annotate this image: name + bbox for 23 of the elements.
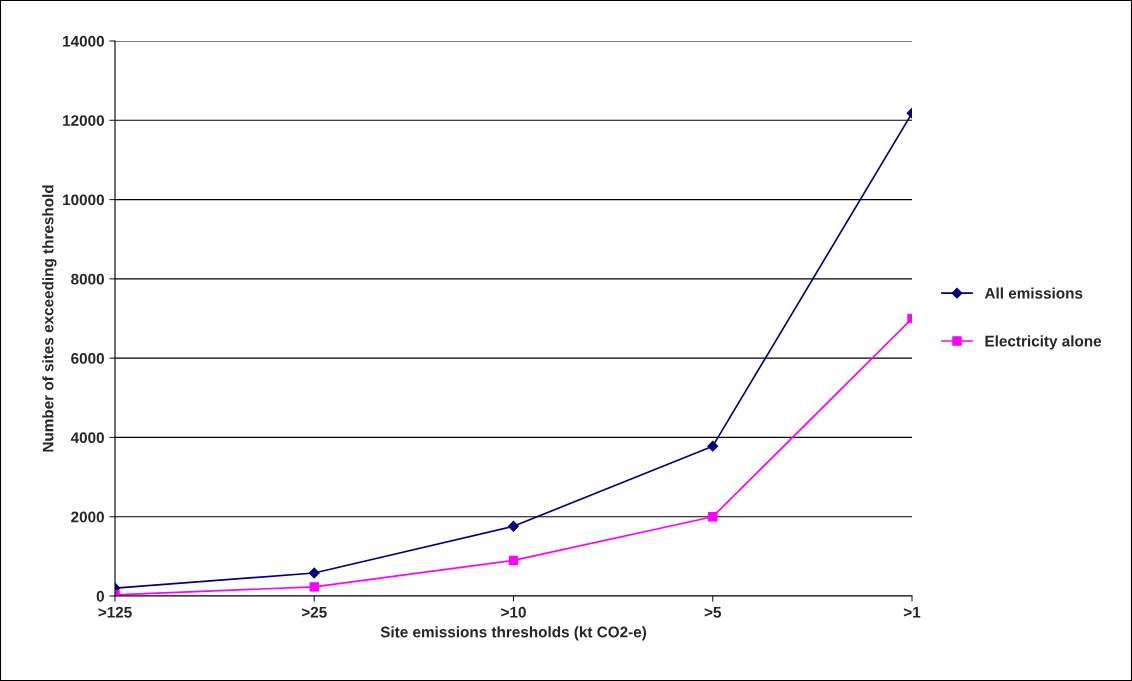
x-tick-label: >1 — [903, 606, 921, 618]
x-tick-label: >25 — [301, 606, 327, 618]
y-tick-label: 0 — [96, 590, 104, 602]
point — [308, 567, 320, 579]
point — [309, 582, 319, 592]
y-tick-label: 10000 — [63, 194, 104, 206]
legend-label: All emissions — [984, 287, 1083, 299]
y-tick-label: 4000 — [70, 432, 104, 444]
x-axis-title: Site emissions thresholds (kt CO2-e) — [380, 626, 647, 641]
y-tick-label: 12000 — [63, 115, 104, 126]
x-tick-label: >5 — [704, 606, 722, 618]
y-tick-label: 14000 — [63, 35, 104, 47]
point — [708, 512, 718, 522]
point — [508, 555, 519, 566]
x-tick-label: >10 — [501, 606, 526, 618]
y-tick-label: 2000 — [71, 511, 104, 523]
legend-label: Electricity alone — [985, 335, 1102, 350]
x-tick-label: >125 — [98, 606, 132, 618]
point — [707, 440, 719, 452]
y-axis-title: Number of sites exceeding threshold — [42, 185, 57, 452]
point — [508, 520, 519, 532]
y-tick-label: 8000 — [71, 273, 104, 285]
y-tick-label: 6000 — [71, 353, 104, 364]
